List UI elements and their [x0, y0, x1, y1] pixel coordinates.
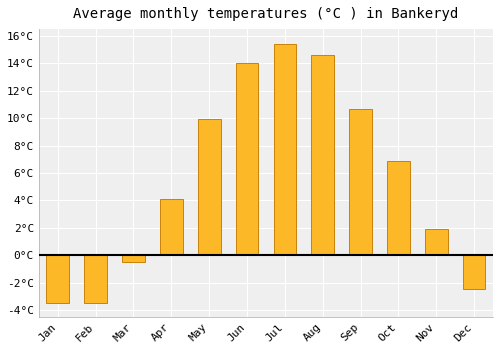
Bar — [463, 255, 485, 289]
Bar — [312, 55, 334, 255]
Bar — [236, 63, 258, 255]
Bar — [46, 255, 69, 303]
Bar — [122, 255, 145, 262]
Bar — [198, 119, 220, 255]
Bar — [274, 44, 296, 255]
Bar — [425, 229, 448, 255]
Bar — [387, 161, 410, 255]
Title: Average monthly temperatures (°C ) in Bankeryd: Average monthly temperatures (°C ) in Ba… — [74, 7, 458, 21]
Bar — [349, 108, 372, 255]
Bar — [160, 199, 182, 255]
Bar — [84, 255, 107, 303]
